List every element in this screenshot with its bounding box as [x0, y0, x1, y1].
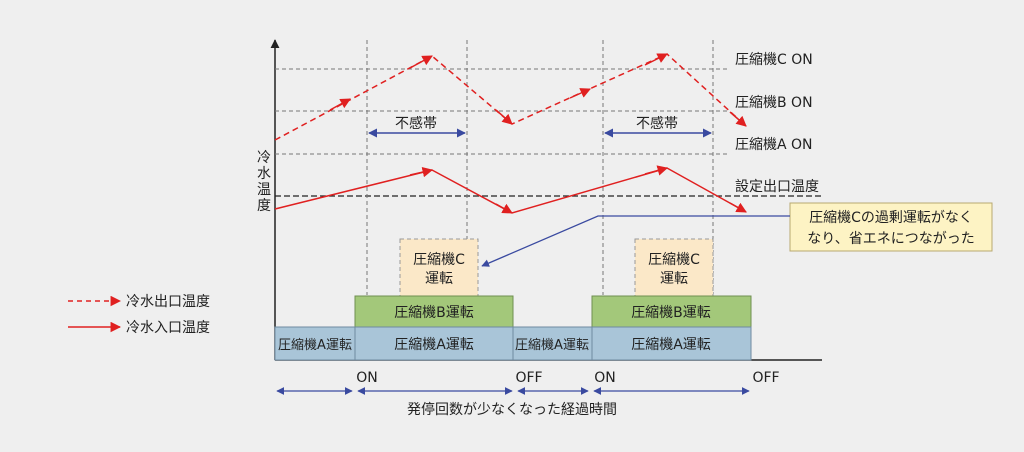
- compressor-c-block-1: [399, 238, 479, 297]
- x-label-on-2: ON: [594, 370, 616, 386]
- outlet-arrow-5: [644, 53, 668, 66]
- compressor-b-block-2: [591, 295, 752, 328]
- label-b-on: 圧縮機B ON: [735, 95, 813, 111]
- compressor-a-label-1: 圧縮機A運転: [278, 337, 352, 353]
- callout-line-2: なり、省エネにつながった: [807, 231, 974, 247]
- compressor-c-label-1a: 圧縮機C: [413, 252, 465, 268]
- compressor-a-label-2: 圧縮機A運転: [394, 337, 474, 353]
- outlet-arrow-3: [495, 109, 513, 125]
- compressor-a-block-4: [591, 326, 752, 361]
- compressor-b-block-1: [354, 295, 514, 328]
- inlet-arrow-3: [644, 165, 669, 176]
- y-axis-label-1: 冷: [257, 150, 271, 166]
- y-axis-label-4: 度: [257, 198, 271, 214]
- compressor-c-block-2: [634, 238, 714, 297]
- x-label-on-1: ON: [356, 370, 378, 386]
- inlet-arrow-2: [495, 203, 513, 214]
- legend-outlet-label: 冷水出口温度: [126, 294, 210, 310]
- compressor-a-label-3: 圧縮機A運転: [515, 337, 589, 353]
- deadband-label-2: 不感帯: [636, 115, 678, 132]
- compressor-b-label-1: 圧縮機B運転: [394, 305, 474, 321]
- x-axis-caption: 発停回数が少なくなった経過時間: [407, 401, 617, 418]
- outlet-arrow-4: [569, 88, 591, 99]
- compressor-a-block-1: [274, 326, 356, 361]
- label-a-on: 圧縮機A ON: [735, 137, 813, 153]
- compressor-c-label-1b: 運転: [425, 271, 453, 287]
- legend-inlet-label: 冷水入口温度: [126, 320, 210, 336]
- outlet-arrow-1: [329, 98, 351, 111]
- label-c-on: 圧縮機C ON: [735, 52, 813, 68]
- callout-line-1: 圧縮機Cの過剰運転がなく: [809, 210, 973, 226]
- y-axis-label-2: 水: [257, 166, 271, 182]
- compressor-c-label-2b: 運転: [660, 271, 688, 287]
- deadband-label-1: 不感帯: [395, 115, 437, 132]
- compressor-a-block-3: [512, 326, 593, 361]
- inlet-arrow-4: [729, 202, 747, 213]
- y-axis-label-3: 温: [257, 182, 271, 198]
- label-setpoint: 設定出口温度: [735, 179, 819, 195]
- compressor-a-label-4: 圧縮機A運転: [631, 337, 711, 353]
- compressor-c-label-2a: 圧縮機C: [648, 252, 700, 268]
- outlet-arrow-6: [729, 111, 747, 127]
- callout-box: [789, 202, 993, 252]
- x-label-off-2: OFF: [752, 370, 779, 386]
- compressor-a-block-2: [354, 326, 514, 361]
- inlet-temperature-line: [274, 167, 747, 214]
- outlet-arrow-2: [409, 55, 433, 69]
- compressor-b-label-2: 圧縮機B運転: [631, 305, 711, 321]
- x-label-off-1: OFF: [515, 370, 542, 386]
- inlet-arrow-1: [409, 166, 434, 178]
- callout-pointer: [481, 215, 790, 267]
